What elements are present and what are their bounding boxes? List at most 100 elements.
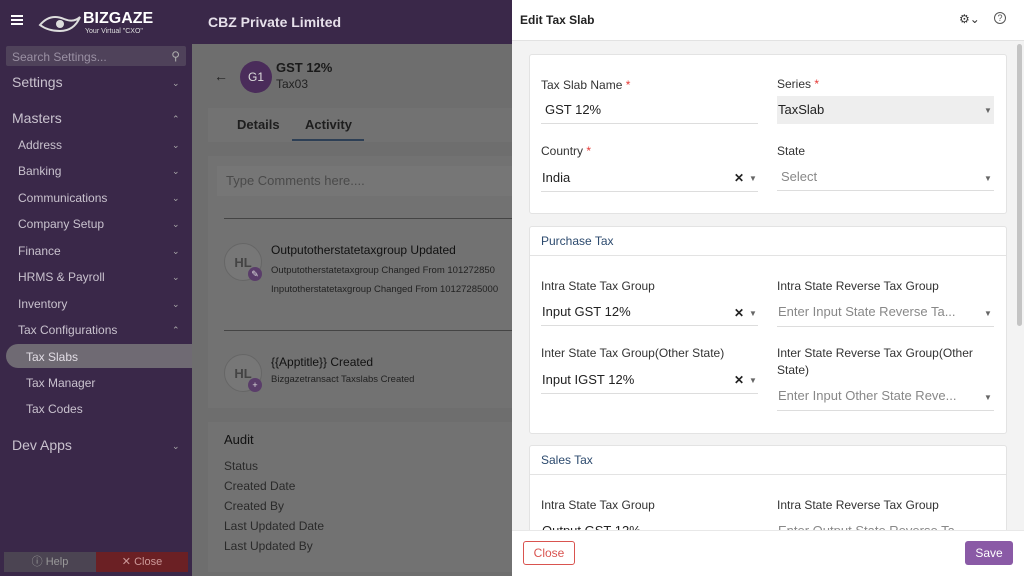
sidebar-subitem-tax-codes[interactable]: Tax Codes <box>26 402 83 416</box>
audit-title: Audit <box>224 432 254 447</box>
sidebar-item-company-setup[interactable]: Company Setup <box>18 217 105 231</box>
sidebar-footer: ⓘ Help ✕ Close <box>4 552 188 572</box>
chevron-down-icon[interactable]: ⌄ <box>172 299 180 309</box>
audit-status-label: Status <box>224 459 259 473</box>
field-underline <box>777 326 994 327</box>
series-select[interactable]: TaxSlab <box>777 96 994 124</box>
sidebar-item-communications[interactable]: Communications <box>18 191 108 205</box>
company-name: CBZ Private Limited <box>208 14 342 30</box>
sidebar-item-finance[interactable]: Finance <box>18 244 61 258</box>
purchase-inter-reverse-select[interactable]: Enter Input Other State Reve... <box>778 388 957 403</box>
gear-icon[interactable]: ⚙⌄ <box>959 12 980 26</box>
field-underline <box>777 410 994 411</box>
modal-scrollbar[interactable] <box>1017 44 1022 326</box>
purchase-intra-reverse-select[interactable]: Enter Input State Reverse Ta... <box>778 304 956 319</box>
modal-title: Edit Tax Slab <box>520 13 595 27</box>
general-panel <box>529 54 1007 214</box>
purchase-intra-label: Intra State Tax Group <box>541 279 655 293</box>
purchase-inter-reverse-label-2: State) <box>777 363 810 377</box>
chevron-down-icon: ▼ <box>984 309 992 318</box>
sidebar-item-address[interactable]: Address <box>18 138 63 152</box>
clear-icon[interactable]: ✕ <box>734 306 745 320</box>
tab-activity[interactable]: Activity <box>305 117 352 132</box>
clear-icon[interactable]: ✕ <box>734 171 745 185</box>
edit-icon: ✎ <box>248 267 262 281</box>
brand-tagline: Your Virtual "CXO" <box>85 28 143 35</box>
chevron-down-icon[interactable]: ⌄ <box>172 219 180 229</box>
sidebar-dev-apps[interactable]: Dev Apps <box>12 437 72 453</box>
purchase-tax-title: Purchase Tax <box>529 226 1007 256</box>
search-placeholder: Search Settings... <box>12 50 107 64</box>
help-label: Help <box>45 556 69 568</box>
search-icon[interactable]: ⚲ <box>171 49 180 63</box>
chevron-down-icon[interactable]: ⌄ <box>172 246 180 256</box>
sidebar-close-button[interactable]: ✕ Close <box>96 552 188 572</box>
audit-last-updated-by-label: Last Updated By <box>224 539 313 553</box>
chevron-down-icon[interactable]: ⌄ <box>172 441 180 451</box>
sidebar-item-inventory[interactable]: Inventory <box>18 297 68 311</box>
tab-details[interactable]: Details <box>237 117 280 132</box>
state-select[interactable]: Select <box>777 163 994 191</box>
help-icon: ⓘ <box>31 556 46 568</box>
chevron-up-icon[interactable]: ⌃ <box>172 325 180 335</box>
divider <box>224 218 512 219</box>
purchase-inter-select[interactable]: Input IGST 12% <box>541 366 758 394</box>
chevron-up-icon[interactable]: ⌃ <box>172 114 180 124</box>
chevron-down-icon: ▼ <box>984 393 992 402</box>
sidebar-item-banking[interactable]: Banking <box>18 164 62 178</box>
close-label: Close <box>134 556 163 568</box>
logo[interactable]: BIZGAZE Your Virtual "CXO" <box>38 9 158 37</box>
comment-input[interactable]: Type Comments here.... <box>217 166 512 196</box>
sidebar-subitem-tax-slabs[interactable]: Tax Slabs <box>26 350 79 364</box>
chevron-down-icon[interactable]: ⌄ <box>172 193 180 203</box>
plus-icon: + <box>248 378 262 392</box>
country-select[interactable]: India <box>541 164 758 192</box>
sidebar-active-highlight <box>6 344 192 368</box>
close-button[interactable]: Close <box>523 541 575 565</box>
sales-intra-label: Intra State Tax Group <box>541 498 655 512</box>
sales-tax-title: Sales Tax <box>529 445 1007 475</box>
chevron-down-icon[interactable]: ⌄ <box>172 78 180 88</box>
purchase-tax-panel <box>529 226 1007 434</box>
state-label: State <box>777 144 806 158</box>
audit-created-date-label: Created Date <box>224 479 296 493</box>
activity-detail: Bizgazetransact Taxslabs Created <box>271 374 415 385</box>
active-tab-indicator <box>292 139 364 141</box>
sidebar-settings[interactable]: Settings <box>12 74 63 90</box>
help-button[interactable]: ⓘ Help <box>4 552 96 572</box>
activity-avatar: HL <box>224 354 262 392</box>
chevron-down-icon[interactable]: ⌄ <box>172 166 180 176</box>
clear-icon[interactable]: ✕ <box>734 373 745 387</box>
audit-created-by-label: Created By <box>224 499 285 513</box>
sidebar-item-hrms-payroll[interactable]: HRMS & Payroll <box>18 270 105 284</box>
close-icon: ✕ <box>121 556 135 568</box>
chevron-down-icon[interactable]: ⌄ <box>172 272 180 282</box>
logo-icon <box>38 16 81 33</box>
chevron-down-icon[interactable]: ⌄ <box>172 140 180 150</box>
tax-slab-name-label: Tax Slab Name * <box>541 78 631 92</box>
brand-name: BIZGAZE <box>83 10 154 27</box>
save-button[interactable]: Save <box>965 541 1013 565</box>
audit-card <box>208 422 512 572</box>
tax-slab-name-field[interactable]: GST 12% <box>541 96 758 124</box>
country-label: Country * <box>541 144 592 158</box>
divider <box>224 330 512 331</box>
sales-intra-reverse-label: Intra State Reverse Tax Group <box>777 498 939 512</box>
back-arrow-icon[interactable]: ← <box>214 68 228 84</box>
activity-detail: Inputotherstatetaxgroup Changed From 101… <box>271 284 499 295</box>
hamburger-menu-icon[interactable] <box>11 13 25 27</box>
purchase-intra-select[interactable]: Input GST 12% <box>541 298 758 326</box>
record-subtitle: Tax03 <box>276 77 309 91</box>
sidebar-item-tax-configurations[interactable]: Tax Configurations <box>18 323 118 337</box>
help-icon[interactable]: ? <box>994 12 1006 24</box>
sidebar-subitem-tax-manager[interactable]: Tax Manager <box>26 376 96 390</box>
search-input[interactable]: Search Settings... ⚲ <box>6 46 186 66</box>
purchase-inter-reverse-label: Inter State Reverse Tax Group(Other <box>777 346 973 360</box>
purchase-intra-reverse-label: Intra State Reverse Tax Group <box>777 279 939 293</box>
sidebar-masters[interactable]: Masters <box>12 110 62 126</box>
audit-last-updated-date-label: Last Updated Date <box>224 519 325 533</box>
record-avatar: G1 <box>240 61 272 93</box>
activity-title: Outputotherstatetaxgroup Updated <box>271 243 456 257</box>
chevron-down-icon: ▼ <box>749 309 757 318</box>
activity-title: {{Apptitle}} Created <box>271 355 374 369</box>
